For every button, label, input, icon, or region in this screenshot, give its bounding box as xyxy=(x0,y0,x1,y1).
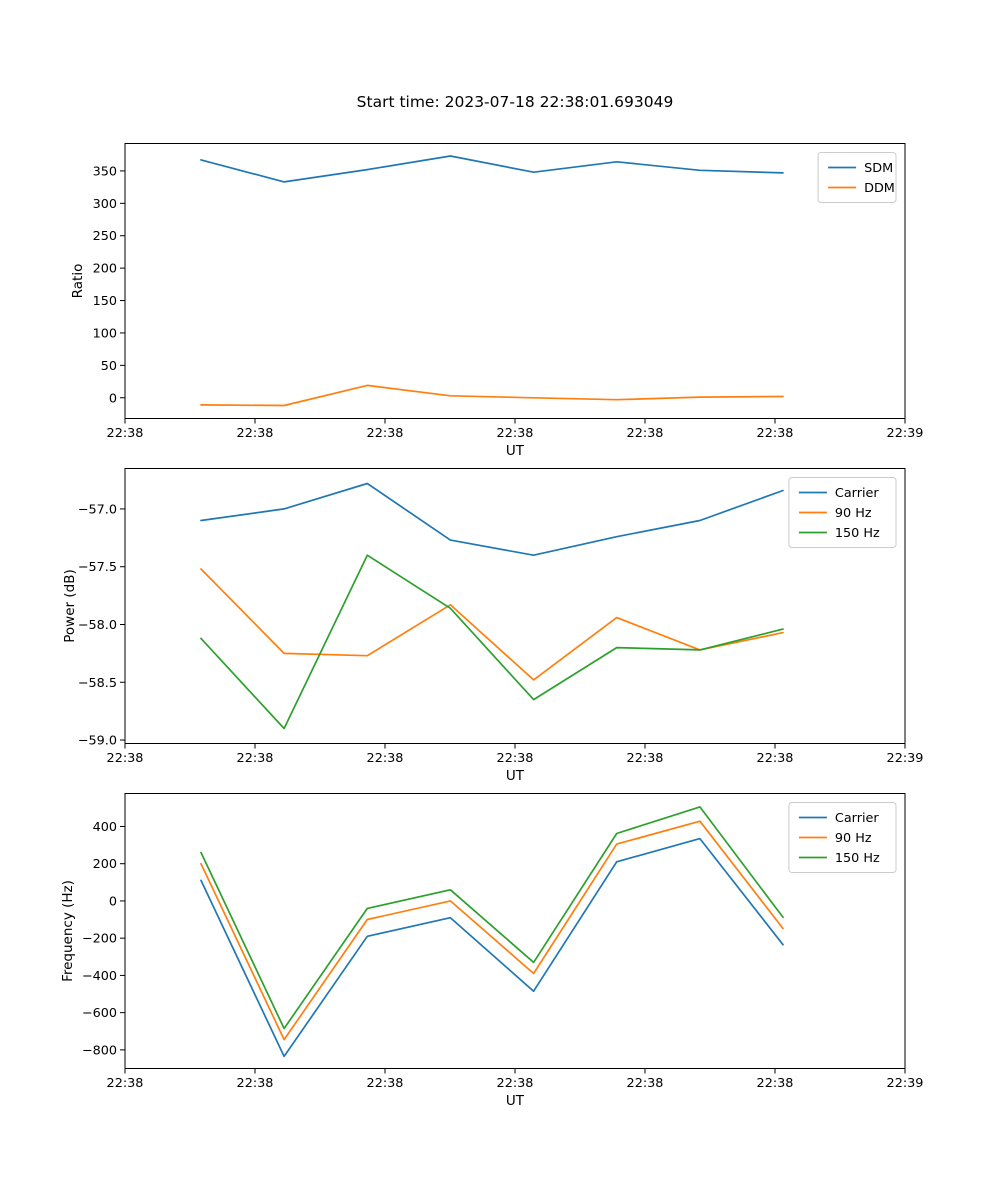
x-tick-label: 22:38 xyxy=(237,751,274,766)
series-line-150-hz xyxy=(200,554,784,730)
x-tick-label: 22:38 xyxy=(107,751,144,766)
legend-label: 150 Hz xyxy=(835,851,880,866)
ratio-plot: 0 50 100 150 200 250 300 350 22:38 22:38 22:38 22:3… xyxy=(93,143,924,441)
legend-label: 90 Hz xyxy=(835,506,872,521)
y-tick-label: 400 xyxy=(93,820,117,835)
series-line-carrier xyxy=(200,837,784,1058)
x-tick-label: 22:38 xyxy=(757,426,794,441)
y-tick-label: −400 xyxy=(82,969,117,984)
y-tick-label: 0 xyxy=(109,391,117,406)
x-tick-label: 22:38 xyxy=(237,426,274,441)
power-x-axis-label: UT xyxy=(505,768,525,784)
axes-frame xyxy=(124,793,906,1069)
series-line-carrier xyxy=(200,482,784,557)
x-tick-label: 22:39 xyxy=(887,751,924,766)
legend-label: 150 Hz xyxy=(835,526,880,541)
x-tick-label: 22:39 xyxy=(887,426,924,441)
legend-label: SDM xyxy=(864,161,893,176)
y-tick-label: 200 xyxy=(93,262,117,277)
x-tick-label: 22:38 xyxy=(367,426,404,441)
y-tick-label: −600 xyxy=(82,1006,117,1021)
x-tick-label: 22:38 xyxy=(107,1076,144,1091)
x-tick-label: 22:38 xyxy=(367,1076,404,1091)
figure-title: Start time: 2023-07-18 22:38:01.693049 xyxy=(356,93,674,111)
series-line-sdm xyxy=(200,155,784,183)
ratio-y-axis-label: Ratio xyxy=(70,263,86,299)
axes-frame xyxy=(124,468,906,744)
y-tick-label: −59.0 xyxy=(78,734,117,749)
x-tick-label: 22:38 xyxy=(757,751,794,766)
legend-label: Carrier xyxy=(835,811,880,826)
legend-box xyxy=(788,802,897,873)
x-tick-label: 22:38 xyxy=(497,751,534,766)
y-tick-label: −58.5 xyxy=(78,676,117,691)
x-tick-label: 22:38 xyxy=(497,426,534,441)
x-tick-label: 22:38 xyxy=(367,751,404,766)
series-line-90-hz xyxy=(200,820,784,1041)
frequency-x-axis-label: UT xyxy=(505,1093,525,1109)
x-tick-label: 22:38 xyxy=(627,751,664,766)
y-tick-label: 50 xyxy=(101,359,117,374)
legend-label: DDM xyxy=(864,181,895,196)
x-tick-label: 22:39 xyxy=(887,1076,924,1091)
y-tick-label: −58.0 xyxy=(78,618,117,633)
frequency-y-axis-label: Frequency (Hz) xyxy=(60,880,76,982)
y-tick-label: 300 xyxy=(93,197,117,212)
x-tick-label: 22:38 xyxy=(757,1076,794,1091)
y-tick-label: 0 xyxy=(109,894,117,909)
power-y-axis-label: Power (dB) xyxy=(62,569,78,643)
y-tick-label: −57.0 xyxy=(78,502,117,517)
x-tick-label: 22:38 xyxy=(237,1076,274,1091)
frequency-plot: −800 −600 −400 −200 0 200 400 22:38 22:38 22:38 22… xyxy=(82,793,924,1091)
legend-box xyxy=(788,477,897,548)
power-plot: −59.0 −58.5 −58.0 −57.5 −57.0 22:38 22:38 22:38… xyxy=(78,468,924,766)
y-tick-label: 250 xyxy=(93,229,117,244)
y-tick-label: −800 xyxy=(82,1043,117,1058)
y-tick-label: 200 xyxy=(93,857,117,872)
ratio-x-axis-label: UT xyxy=(505,443,525,459)
x-tick-label: 22:38 xyxy=(107,426,144,441)
legend-label: Carrier xyxy=(835,486,880,501)
y-tick-label: −200 xyxy=(82,932,117,947)
x-tick-label: 22:38 xyxy=(627,1076,664,1091)
legend-box xyxy=(817,152,897,203)
y-tick-label: 100 xyxy=(93,326,117,341)
legend-label: 90 Hz xyxy=(835,831,872,846)
series-line-ddm xyxy=(200,384,784,407)
axes-frame xyxy=(124,143,906,419)
series-line-150-hz xyxy=(200,806,784,1030)
x-tick-label: 22:38 xyxy=(497,1076,534,1091)
y-tick-label: −57.5 xyxy=(78,560,117,575)
y-tick-label: 150 xyxy=(93,294,117,309)
y-tick-label: 350 xyxy=(93,164,117,179)
x-tick-label: 22:38 xyxy=(627,426,664,441)
series-line-90-hz xyxy=(200,568,784,681)
